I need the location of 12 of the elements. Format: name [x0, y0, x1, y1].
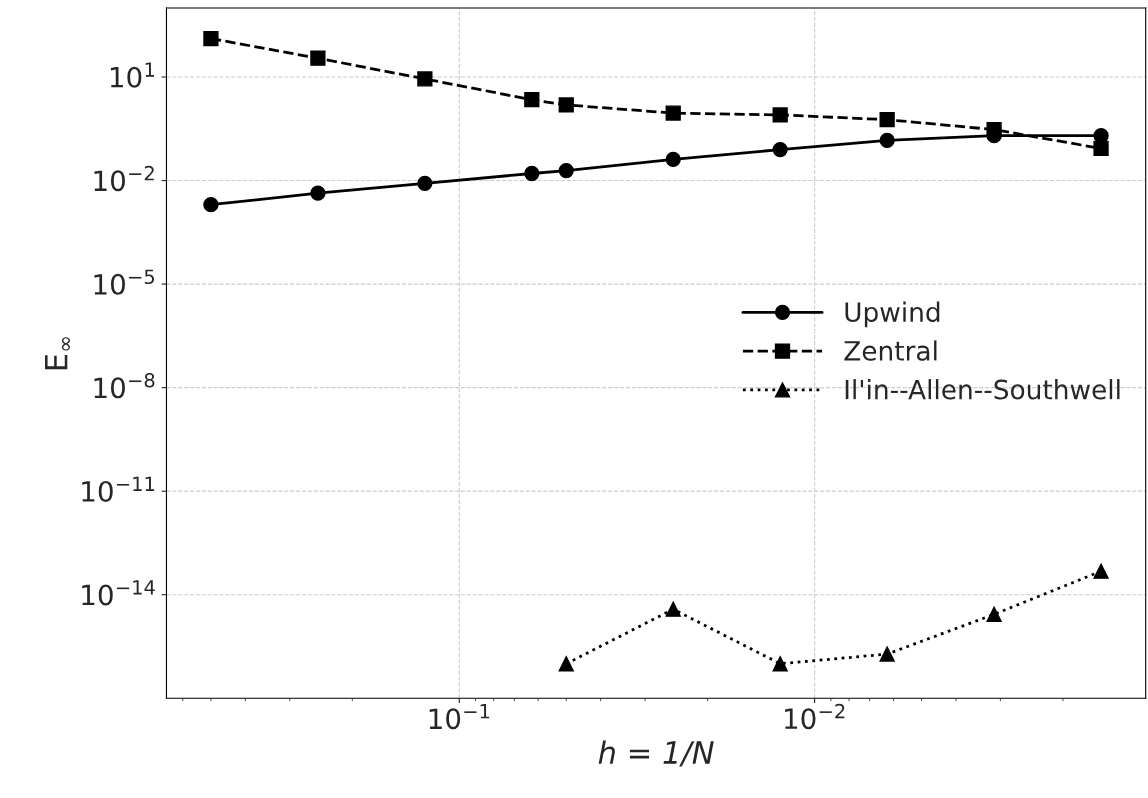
y-tick-label: 10$^{−14}$ [82, 580, 155, 606]
y-axis-title: E$_{∞}$ [45, 337, 70, 370]
legend-label: Zentral [844, 340, 937, 361]
y-tick-label: 10$^{−5}$ [94, 269, 155, 295]
y-tick-label: 10$^{−8}$ [94, 372, 155, 399]
legend-label: Il'in--Allen--Southwell [845, 379, 1120, 400]
x-axis-title: h = 1/N [598, 740, 714, 767]
y-tick-label: 10$^{1}$ [110, 62, 155, 88]
legend-label: Upwind [845, 301, 940, 328]
x-tick-label: 10$^{−1}$ [429, 704, 490, 730]
y-tick-label: 10$^{−2}$ [94, 165, 154, 192]
y-tick-label: 10$^{−11}$ [82, 476, 155, 502]
